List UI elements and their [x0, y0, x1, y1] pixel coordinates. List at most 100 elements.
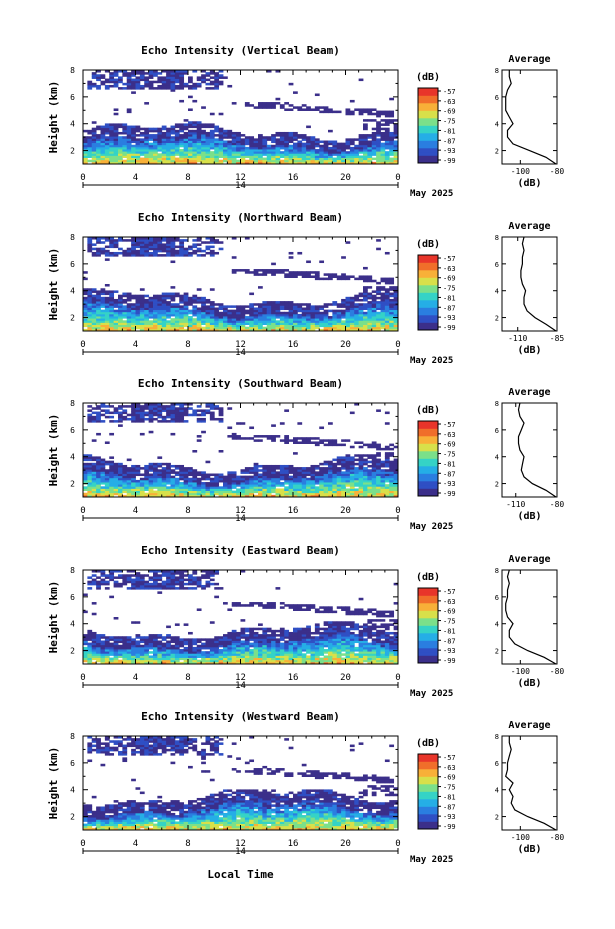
heatmap-cell [389, 279, 395, 283]
heatmap-cell [148, 311, 154, 315]
heatmap-cell [96, 638, 101, 641]
heatmap-cell [148, 151, 154, 154]
heatmap-cell [113, 159, 119, 163]
heatmap-cell [209, 486, 215, 489]
heatmap-cell [218, 138, 224, 141]
heatmap-cell [345, 241, 351, 244]
heatmap-cell [258, 439, 263, 442]
heatmap-cell [297, 492, 303, 496]
heatmap-cell [236, 146, 241, 150]
heatmap-cell [109, 411, 115, 415]
heatmap-cell [363, 136, 368, 139]
heatmap-cell [284, 159, 290, 163]
heatmap-cell [174, 409, 180, 412]
colorbar-band [418, 311, 438, 316]
heatmap-cell [135, 159, 141, 163]
heatmap-cell [231, 492, 237, 496]
heatmap-cell [244, 159, 250, 163]
heatmap-cell [266, 494, 272, 498]
heatmap-cell [174, 134, 180, 137]
heatmap-cell [148, 469, 154, 472]
heatmap-cell [118, 415, 123, 419]
heatmap-cell [157, 309, 163, 313]
heatmap-cell [144, 488, 150, 491]
heatmap-cell [135, 320, 141, 323]
heatmap-cell [218, 129, 224, 133]
heatmap-cell [310, 271, 316, 274]
heatmap-cell [109, 151, 115, 154]
heatmap-cell [227, 84, 233, 88]
heatmap-cell [336, 318, 342, 321]
heatmap-cell [166, 245, 171, 249]
heatmap-cell [144, 127, 150, 131]
heatmap-cell [376, 134, 381, 137]
heatmap-cell [288, 490, 294, 494]
heatmap-cell [363, 290, 368, 293]
heatmap-cell [179, 153, 185, 156]
heatmap-cell [288, 309, 294, 313]
heatmap-cell [183, 587, 189, 590]
heatmap-cell [157, 322, 163, 325]
heatmap-cell [205, 241, 211, 244]
y-axis-label: Height (km) [47, 81, 60, 154]
colorbar-band [418, 424, 438, 429]
heatmap-cell [288, 484, 294, 487]
heatmap-cell [179, 578, 185, 582]
heatmap-cell [319, 155, 325, 158]
heatmap-cell [104, 657, 110, 661]
heatmap-cell [271, 151, 276, 154]
average-title: Average [508, 387, 550, 398]
heatmap-cell [367, 454, 373, 457]
heatmap-cell [83, 486, 88, 489]
heatmap-cell [96, 159, 101, 163]
heatmap-cell [144, 157, 150, 161]
heatmap-cell [91, 420, 97, 423]
heatmap-cell [188, 146, 193, 150]
heatmap-cell [371, 475, 377, 479]
heatmap-cell [284, 313, 290, 317]
heatmap-cell [258, 269, 263, 272]
heatmap-cell [253, 320, 259, 323]
heatmap-cell [288, 307, 294, 311]
heatmap-cell [371, 144, 377, 148]
heatmap-cell [301, 439, 307, 442]
heatmap-cell [332, 475, 338, 479]
heatmap-cell [371, 142, 377, 146]
heatmap-cell [153, 318, 158, 321]
heatmap-cell [389, 324, 395, 328]
heatmap-cell [179, 74, 185, 77]
heatmap-cell [293, 271, 298, 274]
heatmap-cell [358, 309, 364, 313]
heatmap-cell [148, 70, 154, 73]
heatmap-cell [376, 159, 381, 163]
heatmap-cell [104, 140, 110, 144]
heatmap-cell [323, 475, 329, 479]
heatmap-cell [96, 634, 101, 637]
heatmap-cell [183, 494, 189, 498]
heatmap-cell [240, 486, 246, 489]
heatmap-cell [249, 318, 255, 321]
heatmap-cell [135, 296, 141, 300]
heatmap-cell [153, 582, 158, 586]
heatmap-cell [275, 435, 281, 438]
heatmap-cell [174, 587, 180, 590]
colorbar-label: (dB) [416, 239, 440, 250]
heatmap-cell [131, 477, 136, 481]
heatmap-cell [153, 311, 158, 315]
heatmap-cell [258, 328, 263, 332]
heatmap-cell [393, 477, 399, 481]
colorbar-tick-label: -87 [443, 137, 456, 145]
heatmap-cell [118, 146, 123, 150]
heatmap-cell [275, 328, 281, 332]
heatmap-cell [91, 458, 97, 462]
colorbar-band [418, 303, 438, 308]
heatmap-cell [240, 479, 246, 483]
heatmap-cell [174, 479, 180, 483]
heatmap-cell [341, 144, 346, 148]
heatmap-cell [367, 475, 373, 479]
heatmap-cell [319, 467, 325, 470]
heatmap-cell [91, 411, 97, 415]
heatmap-cell [354, 277, 360, 281]
heatmap-cell [109, 239, 115, 242]
heatmap-cell [91, 254, 97, 257]
